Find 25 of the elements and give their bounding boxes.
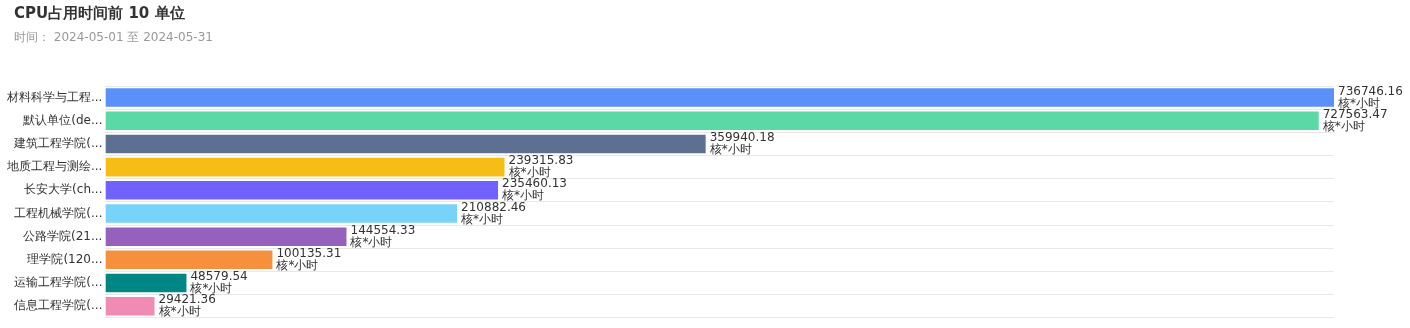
bar <box>105 273 187 293</box>
y-tick-label: 运输工程学院(... <box>14 275 103 290</box>
y-tick-label: 默认单位(de... <box>22 112 103 127</box>
y-tick-label: 建筑工程学院(... <box>13 136 103 151</box>
bar <box>105 227 347 246</box>
bar <box>105 204 458 223</box>
y-tick-label: 理学院(120... <box>27 251 103 266</box>
y-tick-label: 工程机械学院(... <box>14 205 103 220</box>
y-tick-label: 长安大学(ch... <box>24 182 103 197</box>
y-tick-label: 公路学院(21... <box>23 228 103 243</box>
bar <box>105 181 499 200</box>
data-label: 359940.18 核*小时 <box>708 130 775 157</box>
bar <box>105 134 706 154</box>
y-tick-label: 材料科学与工程... <box>5 89 103 104</box>
y-tick-label: 信息工程学院(... <box>14 298 103 313</box>
bar <box>105 88 1334 107</box>
chart-subtitle: 时间： 2024-05-01 至 2024-05-31 <box>14 29 213 46</box>
bar <box>105 250 273 270</box>
bar <box>105 111 1319 131</box>
y-tick-label: 地质工程与测绘... <box>5 159 103 174</box>
data-label: 144554.33 核*小时 <box>349 222 416 249</box>
data-label: 100135.31 核*小时 <box>275 245 342 272</box>
chart-title: CPU占用时间前 10 单位 <box>14 4 185 23</box>
bar <box>105 296 155 316</box>
bar <box>105 157 505 177</box>
